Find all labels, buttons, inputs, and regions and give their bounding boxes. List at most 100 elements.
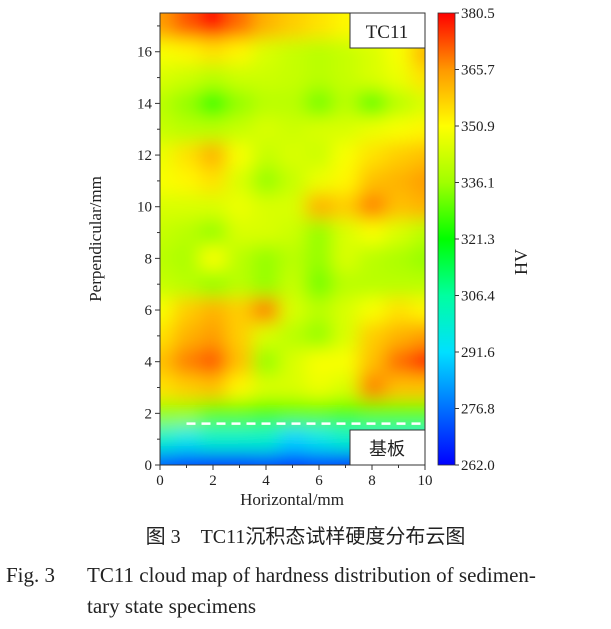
heatmap-cell [160,348,174,376]
heatmap-cell [226,426,254,453]
heatmap-cell [385,348,413,376]
heatmap-cell [252,297,280,324]
heatmap-cell [332,167,360,195]
heatmap-cell [358,374,386,401]
heatmap-cell [226,116,254,143]
heatmap-cell [279,271,307,298]
heatmap-cell [199,452,227,465]
heatmap-cell [160,452,174,465]
heatmap-cell [305,167,333,195]
heatmap-cell [385,90,413,117]
heatmap-cell [199,167,227,195]
heatmap-cell [358,116,386,143]
colorbar-tick-label: 336.1 [461,176,495,192]
caption-figure-label: Fig. 3 [6,563,56,587]
heatmap-cell [173,426,201,453]
heatmap-cell [199,426,227,453]
substrate-label: 基板 [369,439,405,459]
heatmap-cell [252,452,280,465]
heatmap-cell [305,271,333,298]
heatmap-cell [173,193,201,221]
heatmap-cell [199,90,227,117]
heatmap-cell [173,90,201,117]
heatmap-cell [411,374,425,401]
heatmap-cell [173,167,201,195]
heatmap-cell [411,193,425,221]
heatmap-cell [226,38,254,66]
heatmap-cell [279,167,307,195]
heatmap-cell [279,90,307,117]
heatmap-cell [226,322,254,350]
heatmap-cell [332,193,360,221]
heatmap-cell [199,38,227,66]
heatmap-cell [279,348,307,376]
heatmap-cell [279,64,307,91]
heatmap-cell [160,13,174,40]
heatmap-cell [160,271,174,298]
heatmap-cell [385,116,413,143]
y-tick-label: 14 [137,96,153,112]
heatmap-cell [252,426,280,453]
colorbar-tick-label: 380.5 [461,6,495,22]
heatmap-cell [332,348,360,376]
heatmap-cell [279,193,307,221]
heatmap-cell [279,38,307,66]
heatmap-cell [358,271,386,298]
heatmap-cell [160,245,174,272]
heatmap-cell [279,245,307,272]
hardness-cloud-map: TC11 基板 0 2 4 6 8 10 0 2 4 6 8 10 12 14 16 380.5 365.7 3… [86,6,531,509]
heatmap-cell [332,400,360,427]
heatmap-cell [279,374,307,401]
heatmap-cell [332,322,360,350]
heatmap-cell [252,348,280,376]
heatmap-cell [411,142,425,169]
heatmap-cell [411,64,425,91]
heatmap-cell [252,400,280,427]
heatmap-cell [160,90,174,117]
heatmap-cell [199,193,227,221]
colorbar-tick-label: 291.6 [461,345,495,361]
heatmap-cell [226,219,254,246]
heatmap-cell [358,167,386,195]
specimen-label: TC11 [366,22,409,43]
heatmap-cell [279,452,307,465]
heatmap-cell [173,38,201,66]
heatmap-cell [385,245,413,272]
heatmap-cell [226,348,254,376]
heatmap-cell [226,90,254,117]
heatmap-cell [160,64,174,91]
heatmap-cell [199,348,227,376]
heatmap-cell [226,271,254,298]
heatmap-cell [332,374,360,401]
heatmap-cell [305,116,333,143]
heatmap-cell [173,322,201,350]
heatmap-cell [305,245,333,272]
heatmap-cell [160,374,174,401]
heatmap-cell [252,167,280,195]
heatmap-cell [358,400,386,427]
heatmap-cell [252,13,280,40]
heatmap-cell [279,400,307,427]
heatmap-cell [160,142,174,169]
heatmap-cell [173,219,201,246]
heatmap-cell [332,142,360,169]
heatmap-cell [252,374,280,401]
heatmap-cell [199,400,227,427]
heatmap-cell [332,271,360,298]
heatmap-cell [252,322,280,350]
heatmap-cell [160,426,174,453]
heatmap-cell [385,271,413,298]
heatmap-cell [173,400,201,427]
heatmap-cell [411,90,425,117]
heatmap-cell [305,348,333,376]
heatmap-cell [173,348,201,376]
heatmap-cell [173,142,201,169]
heatmap-cell [173,245,201,272]
heatmap-cell [385,297,413,324]
x-axis-label: Horizontal/mm [240,490,344,509]
x-tick-label: 6 [315,473,323,489]
heatmap-cell [332,219,360,246]
colorbar-tick-label: 262.0 [461,458,495,474]
heatmap-cell [226,142,254,169]
x-tick-label: 8 [368,473,376,489]
